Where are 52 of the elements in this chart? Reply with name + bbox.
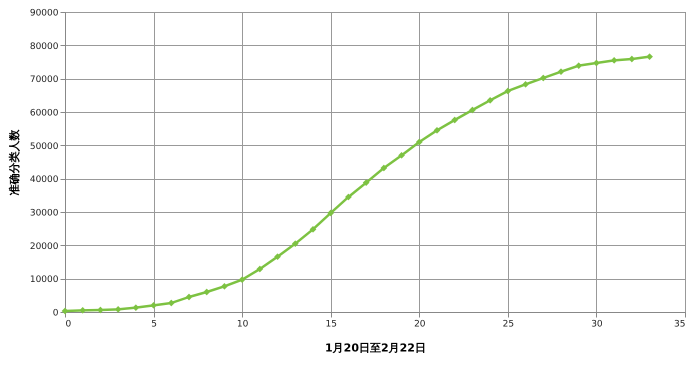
y-tick-label: 70000 (30, 75, 59, 86)
x-tick-label: 25 (502, 320, 514, 330)
point (434, 126, 440, 134)
point (150, 302, 157, 309)
point (97, 306, 104, 314)
point (522, 80, 529, 88)
point (221, 282, 228, 290)
point (345, 194, 352, 200)
x-tick-label: 15 (325, 320, 337, 330)
point (132, 304, 140, 312)
y-tick-label: 80000 (30, 42, 59, 52)
point (558, 68, 564, 76)
y-tick-label: 0 (52, 308, 59, 318)
point (238, 276, 246, 284)
y-tick-label: 60000 (30, 108, 59, 118)
point (327, 210, 334, 216)
point (274, 253, 281, 260)
y-tick-label: 40000 (30, 175, 59, 186)
point (610, 56, 618, 64)
point (186, 294, 192, 300)
y-tick-label: 20000 (30, 242, 59, 252)
y-tick-label: 30000 (30, 208, 59, 218)
point (168, 300, 175, 306)
x-tick-label: 35 (674, 320, 686, 330)
point (469, 106, 476, 114)
point (114, 306, 122, 313)
y-tick-label: 90000 (30, 8, 59, 18)
point (362, 179, 370, 186)
y-axis-title: 准确分类人数 (8, 128, 21, 196)
point (540, 74, 547, 82)
x-axis-title: 1月20日至2月22日 (325, 342, 426, 354)
y-tick-label: 50000 (30, 142, 59, 152)
x-tick-label: 20 (414, 320, 426, 330)
point (486, 96, 494, 104)
y-tick-label: 10000 (30, 275, 59, 286)
point (416, 138, 423, 146)
point (256, 266, 264, 272)
point (628, 56, 636, 62)
x-tick-label: 5 (151, 320, 157, 330)
point (380, 164, 388, 172)
point (310, 226, 316, 233)
point (292, 240, 299, 248)
x-tick-label: 0 (66, 320, 72, 330)
point (451, 116, 458, 124)
x-tick-label: 30 (591, 320, 603, 330)
point (398, 152, 405, 159)
point (203, 288, 210, 296)
point (575, 62, 582, 70)
point (646, 53, 653, 60)
x-tick-label: 10 (236, 320, 249, 330)
point (504, 88, 512, 94)
point (593, 60, 600, 66)
